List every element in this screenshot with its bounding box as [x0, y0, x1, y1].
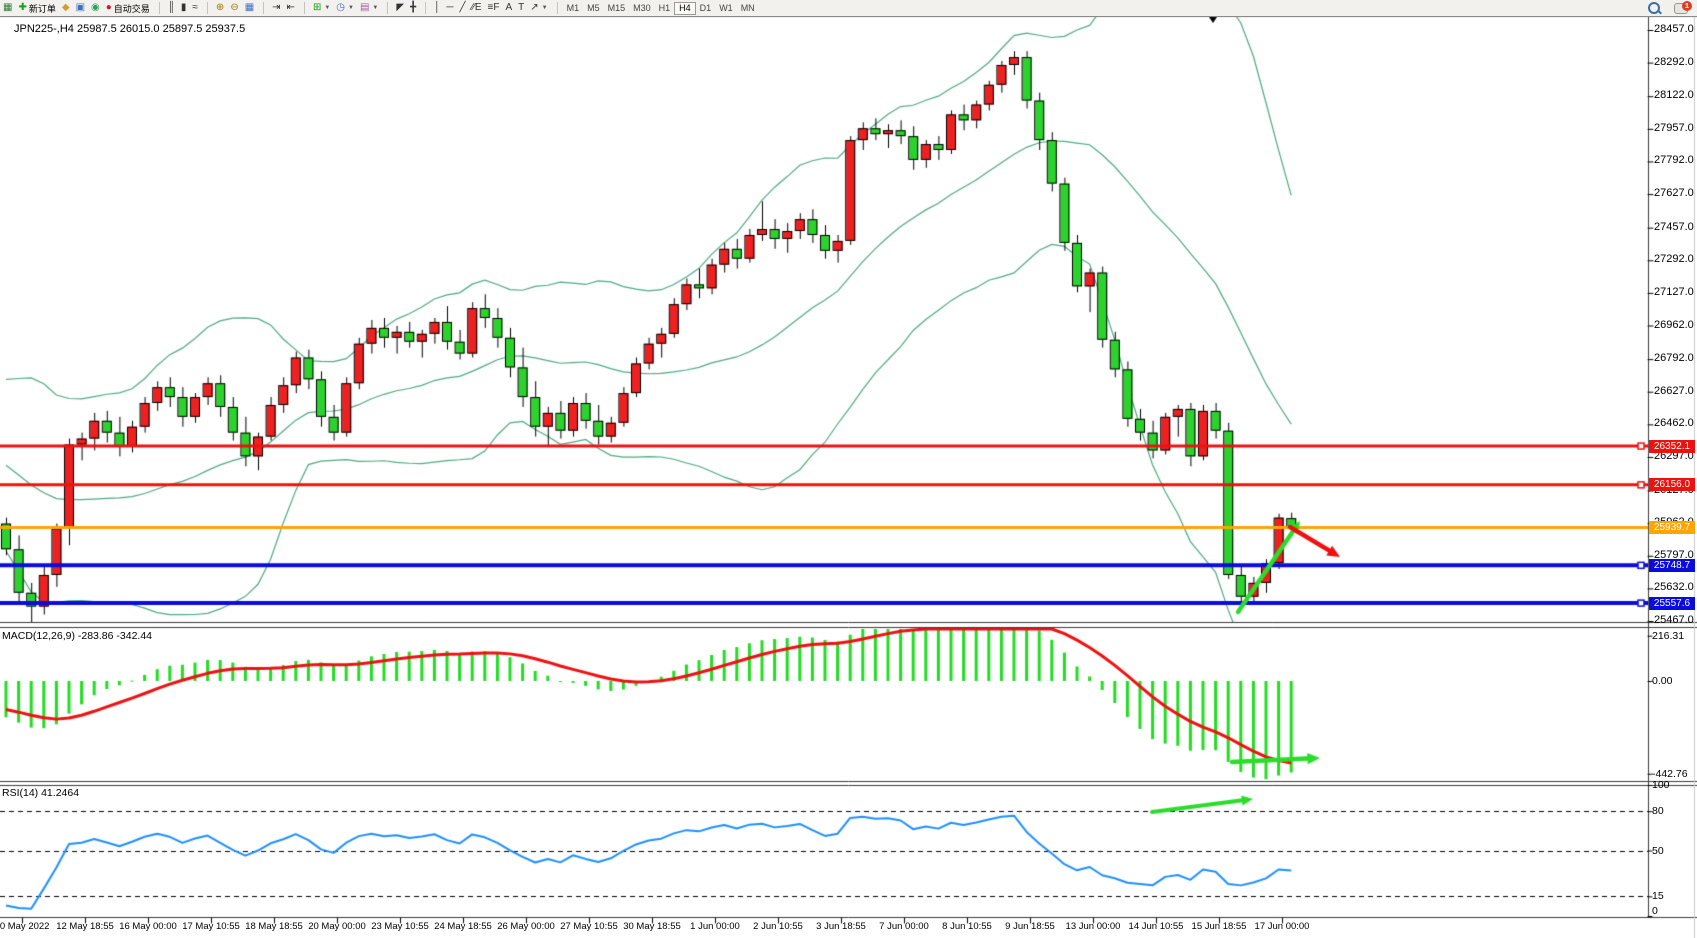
timeframe-w1[interactable]: W1 — [719, 2, 733, 13]
zoom-in-button[interactable]: ⊕ — [213, 1, 227, 15]
search-icon — [1648, 2, 1660, 14]
horizontal-line-button[interactable]: ─ — [443, 1, 456, 15]
equidistant-channel-button[interactable]: ∕∕E — [468, 1, 484, 15]
text-label-icon: T — [518, 2, 525, 13]
timeframe-m5[interactable]: M5 — [587, 2, 600, 13]
search-button[interactable] — [1645, 1, 1663, 15]
chart-shift-icon: ⇤ — [286, 2, 295, 13]
arrows-button[interactable]: ↗ ▼ — [527, 1, 550, 15]
zoom-out-icon: ⊖ — [230, 2, 239, 13]
chart-shift-button[interactable]: ⇤ — [284, 1, 298, 15]
timeframe-d1[interactable]: D1 — [699, 2, 712, 13]
navigator-icon: ◉ — [91, 2, 100, 13]
crosshair-button[interactable]: ╋ — [407, 1, 419, 15]
market-watch-button[interactable]: ◆ — [59, 1, 73, 15]
crosshair-icon: ╋ — [410, 2, 417, 13]
trendline-icon: ╱ — [459, 2, 466, 13]
text-label-button[interactable]: T — [515, 1, 527, 15]
toolbar: ▦ ✚ 新订单 ◆ ▣ ◉ ● 自动交易 ║ ▮ ≈ ⊕ ⊖ ▦ ⇥ ⇤ ⊞ ▼ ◷ ▼ ▤ ▼ ◤ ╋ │ ─ ╱ ∕∕E ≡F A T ↗… — [0, 0, 1697, 17]
tile-windows-button[interactable]: ▦ — [242, 1, 257, 15]
toolbar-left-groups: ▦ ✚ 新订单 ◆ ▣ ◉ ● 自动交易 ║ ▮ ≈ ⊕ ⊖ ▦ ⇥ ⇤ ⊞ ▼ ◷ ▼ ▤ ▼ ◤ ╋ │ ─ ╱ ∕∕E ≡F A T ↗… — [0, 1, 759, 15]
toolbar-separator — [153, 2, 160, 14]
timeframe-h4[interactable]: H4 — [674, 1, 696, 15]
toolbar-separator — [201, 2, 208, 14]
new-order-button-label: 新订单 — [28, 3, 56, 14]
autotrading-button-label: 自动交易 — [113, 3, 150, 14]
new-chart-button[interactable]: ▦ — [0, 1, 15, 15]
auto-scroll-button[interactable]: ⇥ — [269, 1, 283, 15]
navigator-button[interactable]: ◉ — [88, 1, 103, 15]
indicators-icon: ⊞ — [312, 2, 322, 13]
fibonacci-button[interactable]: ≡F — [485, 1, 503, 15]
arrows-icon: ↗ — [530, 2, 539, 13]
toolbar-separator — [419, 2, 427, 14]
timeframe-h1[interactable]: H1 — [658, 2, 671, 13]
vertical-line-button[interactable]: │ — [431, 1, 443, 15]
new-chart-icon: ▦ — [3, 2, 13, 13]
templates-button[interactable]: ▤ ▼ — [357, 1, 381, 15]
equidistant-channel-icon: ∕∕E — [471, 2, 482, 13]
cursor-button[interactable]: ◤ — [393, 1, 407, 15]
auto-scroll-icon: ⇥ — [272, 2, 281, 13]
notifications-button[interactable]: 1 — [1671, 1, 1692, 15]
candlestick-chart-button[interactable]: ▮ — [178, 1, 190, 15]
text-icon: A — [505, 2, 513, 13]
dropdown-caret-icon: ▼ — [348, 5, 354, 11]
zoom-out-button[interactable]: ⊖ — [227, 1, 241, 15]
autotrading-icon: ● — [105, 2, 112, 13]
new-order-button[interactable]: ✚ 新订单 — [15, 1, 58, 15]
text-button[interactable]: A — [502, 1, 515, 15]
zoom-in-icon: ⊕ — [215, 2, 225, 13]
periods-icon: ◷ — [336, 2, 346, 13]
data-window-button[interactable]: ▣ — [73, 1, 88, 15]
indicators-button[interactable]: ⊞ ▼ — [310, 1, 333, 15]
bar-chart-icon: ║ — [167, 2, 175, 13]
dropdown-caret-icon: ▼ — [541, 5, 548, 11]
tile-windows-icon: ▦ — [244, 2, 255, 13]
toolbar-separator — [298, 2, 305, 14]
toolbar-separator — [257, 2, 265, 14]
new-order-icon: ✚ — [18, 2, 27, 13]
fibonacci-icon: ≡F — [487, 2, 500, 13]
timeframe-m30[interactable]: M30 — [633, 2, 651, 13]
candlestick-chart-icon: ▮ — [180, 2, 187, 13]
templates-icon: ▤ — [359, 2, 370, 13]
horizontal-line-icon: ─ — [446, 2, 454, 13]
line-chart-icon: ≈ — [192, 2, 198, 13]
timeframe-m1[interactable]: M1 — [566, 2, 580, 13]
line-chart-button[interactable]: ≈ — [189, 1, 201, 15]
bar-chart-button[interactable]: ║ — [165, 1, 178, 15]
trendline-button[interactable]: ╱ — [456, 1, 468, 15]
toolbar-right-group: 1 — [1645, 1, 1692, 15]
periods-button[interactable]: ◷ ▼ — [333, 1, 357, 15]
notification-badge: 1 — [1682, 1, 1692, 11]
dropdown-caret-icon: ▼ — [324, 5, 331, 11]
autotrading-button[interactable]: ● 自动交易 — [103, 1, 153, 15]
cursor-icon: ◤ — [396, 2, 405, 13]
toolbar-separator — [551, 2, 558, 14]
data-window-icon: ▣ — [75, 2, 86, 13]
vertical-line-icon: │ — [434, 2, 441, 13]
timeframe-mn[interactable]: MN — [740, 2, 755, 13]
dropdown-caret-icon: ▼ — [372, 5, 379, 11]
market-watch-icon: ◆ — [61, 2, 70, 13]
toolbar-separator — [381, 2, 389, 14]
timeframe-m15[interactable]: M15 — [607, 2, 626, 13]
